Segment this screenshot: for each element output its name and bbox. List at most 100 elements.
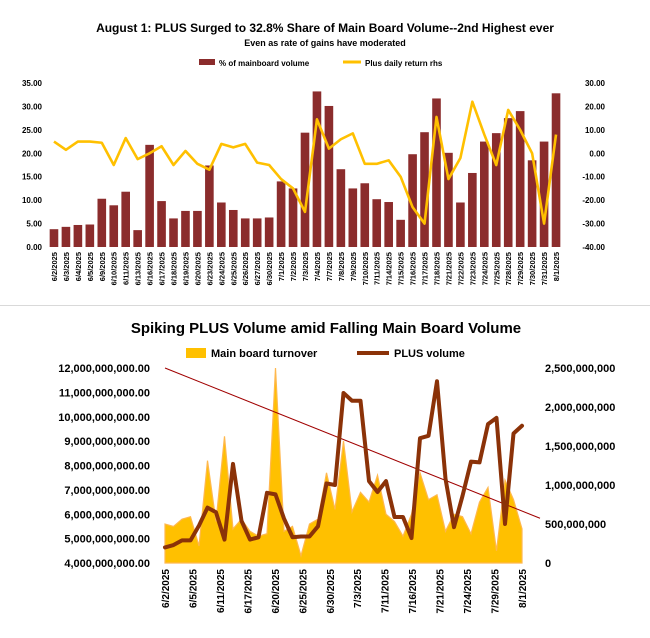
chart2-left-tick: 12,000,000,000.00	[58, 363, 150, 375]
chart1-bar	[396, 219, 405, 247]
chart1-bar	[312, 91, 322, 248]
chart2-x-tick: 6/5/2025	[188, 569, 199, 608]
chart1-x-tick: 6/9/2025	[98, 252, 107, 281]
chart1-bar	[109, 205, 119, 247]
chart1-x-tick: 6/17/2025	[158, 252, 167, 285]
chart1-x-tick: 7/10/2025	[361, 252, 370, 285]
chart2-right-tick: 1,500,000,000	[545, 441, 615, 453]
chart1-left-tick: 10.00	[22, 196, 43, 205]
chart1-right-axis: -40.00 -30.00 -20.00 -10.00 0.00 10.00 20.00 30…	[582, 79, 605, 252]
chart1-bar	[420, 132, 429, 247]
chart2-x-tick: 8/1/2025	[518, 569, 529, 608]
chart2-right-tick: 2,000,000,000	[545, 402, 615, 414]
chart2-right-tick: 0	[545, 558, 551, 570]
chart1-bar	[228, 209, 238, 247]
chart1-subtitle: Even as rate of gains have moderated	[244, 38, 406, 48]
chart1-x-tick: 7/21/2025	[444, 252, 453, 285]
chart1-right-tick: 30.00	[585, 79, 606, 88]
chart1-x-axis: 6/2/2025 6/3/2025 6/4/2025 6/5/2025 6/9/2025…	[50, 252, 561, 285]
chart1-left-tick: 0.00	[26, 243, 42, 252]
chart1-x-tick: 7/2/2025	[289, 252, 298, 281]
chart1-x-tick: 7/23/2025	[468, 252, 477, 285]
legend-label-return: Plus daily return rhs	[365, 59, 443, 68]
chart1-x-tick: 6/25/2025	[229, 252, 238, 285]
chart2-trend-group	[164, 367, 541, 519]
chart1-x-tick: 6/18/2025	[170, 252, 179, 285]
chart1-bar	[288, 188, 298, 247]
chart1-right-tick: 10.00	[585, 126, 606, 135]
chart1-title: August 1: PLUS Surged to 32.8% Share of …	[96, 21, 554, 35]
chart1-x-tick: 6/16/2025	[146, 252, 155, 285]
chart2-plus-line-group	[163, 379, 524, 550]
chart1-x-tick: 6/2/2025	[50, 252, 59, 281]
chart1-x-tick: 6/10/2025	[110, 252, 119, 285]
chart1-bar	[181, 210, 190, 247]
chart2-left-axis: 4,000,000,000.00 5,000,000,000.00 6,000,00…	[58, 363, 150, 570]
chart1-bar	[432, 98, 441, 248]
chart1-bar	[515, 111, 525, 247]
chart1-left-tick: 30.00	[22, 102, 43, 111]
chart2-x-tick: 6/17/2025	[243, 569, 254, 614]
chart1-right-tick: -20.00	[582, 196, 605, 205]
chart1-bar	[193, 210, 202, 247]
chart1-bar	[300, 132, 310, 247]
chart2-left-tick: 5,000,000,000.00	[64, 534, 150, 546]
legend-area-swatch	[186, 348, 206, 358]
chart-volume: Spiking PLUS Volume amid Falling Main Bo…	[58, 320, 615, 614]
chart1-x-tick: 7/8/2025	[337, 252, 346, 281]
chart1-bar	[252, 218, 262, 247]
chart1-x-tick: 7/29/2025	[516, 252, 525, 285]
chart1-left-tick: 15.00	[22, 173, 43, 182]
chart2-right-tick: 1,000,000,000	[545, 480, 615, 492]
chart1-bar	[240, 218, 250, 247]
chart1-bar	[503, 118, 513, 247]
chart-panel-bottom: Spiking PLUS Volume amid Falling Main Bo…	[0, 305, 650, 638]
chart1-return-line	[53, 100, 558, 225]
chart1-return-line-group	[53, 100, 558, 225]
chart2-left-tick: 7,000,000,000.00	[64, 485, 150, 497]
chart1-x-tick: 6/4/2025	[74, 252, 83, 281]
chart2-x-tick: 7/29/2025	[491, 569, 502, 614]
chart1-bar	[169, 218, 178, 247]
chart1-bar	[276, 181, 286, 247]
chart1-bar	[336, 169, 346, 247]
chart1-x-tick: 6/30/2025	[265, 252, 274, 285]
chart1-left-tick: 25.00	[22, 126, 43, 135]
chart2-plus-volume-line	[163, 379, 524, 550]
chart1-x-tick: 7/14/2025	[385, 252, 394, 285]
chart1-x-tick: 7/25/2025	[492, 252, 501, 285]
chart2-x-tick: 6/25/2025	[298, 569, 309, 614]
legend-label-turnover: Main board turnover	[211, 348, 318, 360]
chart2-x-tick: 6/30/2025	[326, 569, 337, 614]
chart2-x-tick: 7/16/2025	[408, 569, 419, 614]
chart1-x-tick: 7/17/2025	[421, 252, 430, 285]
legend-label-share: % of mainboard volume	[219, 59, 310, 68]
chart1-bar	[145, 144, 154, 247]
chart1-bar	[49, 229, 59, 247]
chart1-bar	[157, 201, 166, 247]
chart2-x-tick: 7/21/2025	[436, 569, 447, 614]
chart1-x-tick: 7/11/2025	[373, 252, 382, 285]
chart1-bar	[468, 172, 477, 247]
chart1-legend: % of mainboard volume Plus daily return …	[199, 59, 443, 68]
chart1-x-tick: 7/9/2025	[349, 252, 358, 281]
chart1-bar	[133, 230, 142, 247]
legend-bar-swatch	[199, 59, 215, 65]
chart1-x-tick: 7/4/2025	[313, 252, 322, 281]
chart1-left-tick: 20.00	[22, 149, 43, 158]
chart2-right-tick: 500,000,000	[545, 519, 606, 531]
legend-label-plus-volume: PLUS volume	[394, 348, 465, 360]
chart1-bar	[217, 202, 226, 247]
chart1-x-tick: 7/30/2025	[528, 252, 537, 285]
chart2-left-tick: 9,000,000,000.00	[64, 436, 150, 448]
chart1-bar	[527, 160, 537, 247]
chart1-x-tick: 8/1/2025	[552, 252, 561, 281]
chart1-x-tick: 6/24/2025	[217, 252, 226, 285]
chart2-trendline	[164, 367, 541, 519]
chart1-x-tick: 7/28/2025	[504, 252, 513, 285]
chart1-right-tick: -40.00	[582, 243, 605, 252]
chart1-x-tick: 7/3/2025	[301, 252, 310, 281]
chart1-right-tick: -10.00	[582, 173, 605, 182]
chart1-x-tick: 7/15/2025	[397, 252, 406, 285]
chart1-x-tick: 7/22/2025	[456, 252, 465, 285]
